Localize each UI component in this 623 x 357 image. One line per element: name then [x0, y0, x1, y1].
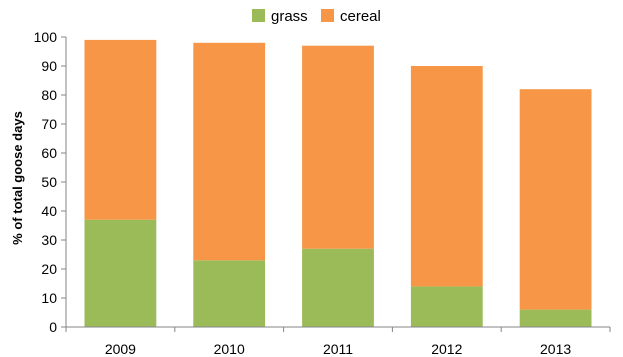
y-tick-label: 0 — [49, 319, 57, 335]
x-tick-label: 2013 — [540, 341, 571, 357]
y-tick-label: 70 — [41, 116, 57, 132]
bar-grass-2012 — [410, 286, 483, 327]
bar-cereal-2010 — [193, 42, 266, 261]
legend: grass cereal — [252, 8, 381, 25]
y-tick-label: 20 — [41, 261, 57, 277]
x-tick-label: 2012 — [431, 341, 462, 357]
y-tick-label: 30 — [41, 232, 57, 248]
y-tick-label: 10 — [41, 290, 57, 306]
bar-cereal-2011 — [302, 45, 374, 249]
x-tick-label: 2009 — [105, 341, 136, 357]
y-tick-label: 80 — [41, 87, 57, 103]
y-tick-label: 100 — [34, 29, 58, 45]
y-tick-label: 90 — [41, 58, 57, 74]
y-tick-label: 60 — [41, 145, 57, 161]
y-tick-label: 50 — [41, 174, 57, 190]
bar-grass-2011 — [302, 248, 374, 327]
bars — [84, 39, 592, 327]
bar-cereal-2009 — [84, 39, 157, 220]
bar-grass-2009 — [84, 219, 157, 327]
bar-cereal-2013 — [519, 89, 592, 310]
legend-swatch-cereal — [321, 9, 334, 22]
legend-label-grass: grass — [271, 8, 308, 25]
bar-grass-2013 — [519, 309, 592, 327]
x-tick-label: 2010 — [214, 341, 245, 357]
legend-swatch-grass — [252, 9, 265, 22]
legend-label-cereal: cereal — [340, 8, 381, 25]
y-axis: 0 10 20 30 40 50 60 70 80 90 100 — [34, 29, 67, 335]
x-axis: 2009 2010 2011 2012 2013 — [65, 326, 611, 357]
y-tick-label: 40 — [41, 203, 57, 219]
x-tick-label: 2011 — [323, 341, 353, 357]
bar-grass-2010 — [193, 260, 266, 327]
y-axis-title: % of total goose days — [10, 111, 25, 245]
bar-cereal-2012 — [410, 66, 483, 287]
